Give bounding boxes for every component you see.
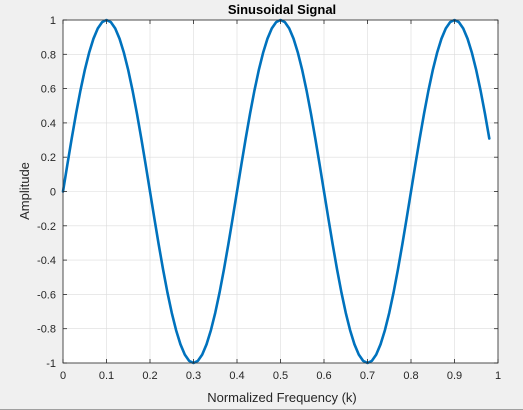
y-tick-label: -0.6 (37, 289, 56, 301)
y-tick-label: 0 (50, 187, 56, 199)
x-tick-label: 0.1 (99, 370, 114, 382)
x-axis-label: Normalized Frequency (k) (207, 390, 357, 405)
x-tick-label: 0.8 (403, 370, 418, 382)
x-tick-label: 0 (60, 370, 66, 382)
y-tick-label: -0.8 (37, 324, 56, 336)
x-tick-label: 0.2 (142, 370, 157, 382)
y-tick-label: -1 (46, 358, 56, 370)
x-tick-label: 0.5 (273, 370, 288, 382)
chart-title: Sinusoidal Signal (228, 2, 336, 17)
x-tick-label: 0.6 (316, 370, 331, 382)
x-tick-label: 0.4 (229, 370, 244, 382)
x-tick-label: 0.9 (447, 370, 462, 382)
y-tick-label: 0.6 (41, 84, 56, 96)
y-axis-label: Amplitude (17, 162, 32, 220)
x-tick-label: 0.3 (186, 370, 201, 382)
y-tick-label: 1 (50, 15, 56, 27)
series-layer (61, 18, 491, 365)
y-tick-labels: -1 -0.8 -0.6 -0.4 -0.2 0 0.2 0.4 0.6 0.8 1 (37, 15, 56, 370)
y-tick-label: 0.4 (41, 118, 56, 130)
y-tick-label: 0.8 (41, 49, 56, 61)
y-tick-label: 0.2 (41, 152, 56, 164)
series-line (61, 18, 491, 365)
y-tick-label: -0.4 (37, 255, 56, 267)
x-tick-labels: 0 0.1 0.2 0.3 0.4 0.5 0.6 0.7 0.8 0.9 1 (60, 370, 501, 382)
ticks (62, 19, 499, 364)
x-tick-label: 0.7 (360, 370, 375, 382)
y-tick-label: -0.2 (37, 221, 56, 233)
x-tick-label: 1 (495, 370, 501, 382)
